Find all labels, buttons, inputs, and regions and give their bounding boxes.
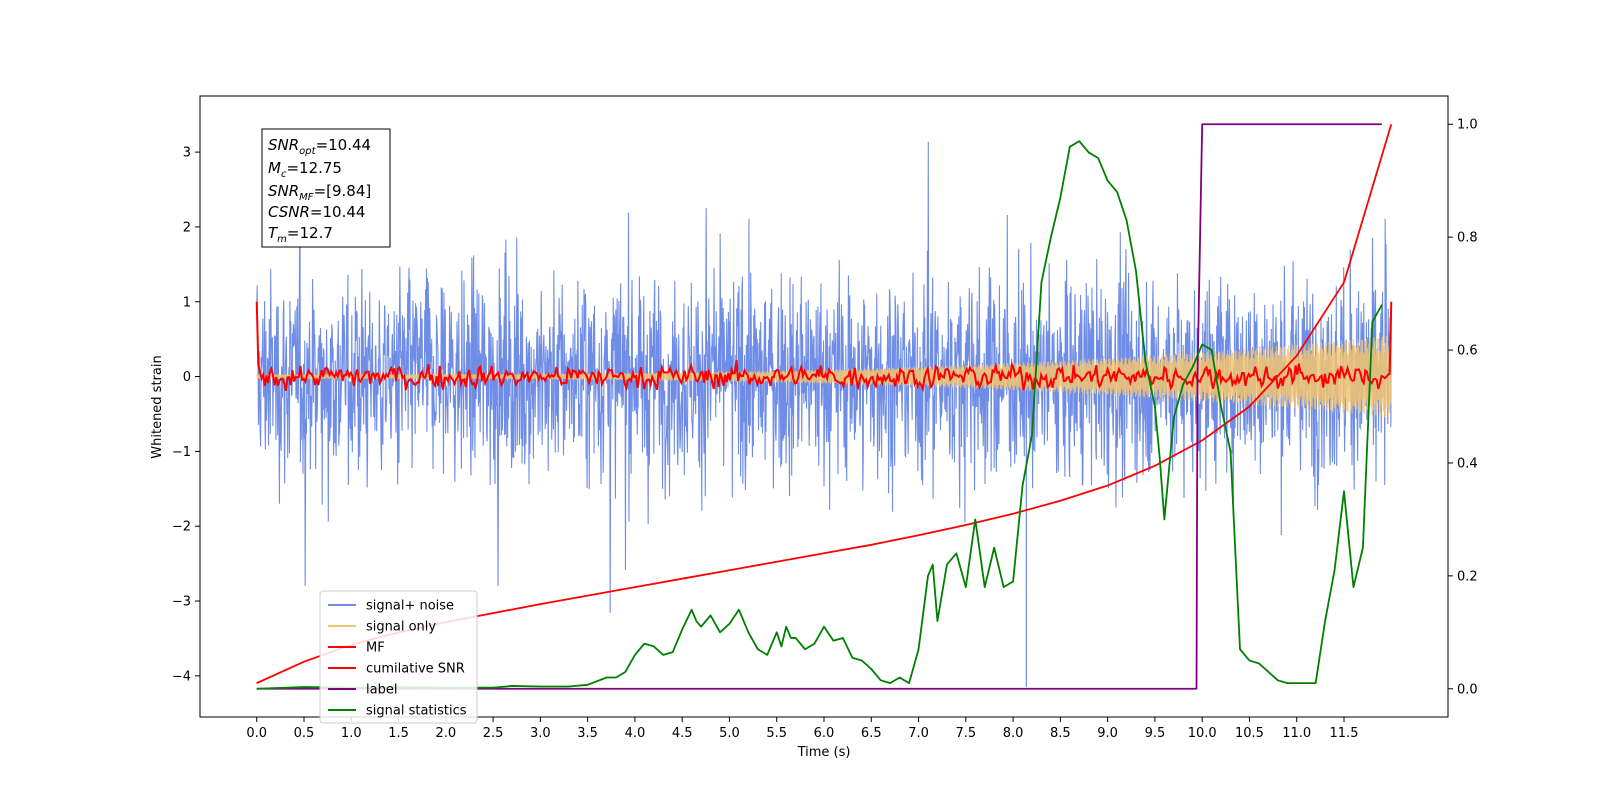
series-signal-statistics <box>256 140 1383 690</box>
x-tick-label: 0.0 <box>246 726 267 741</box>
info-tm: Tm=12.7 <box>268 224 333 245</box>
y-tick-label: 2 <box>183 220 191 235</box>
y2-tick-label: 1.0 <box>1457 118 1478 133</box>
x-tick-label: 5.5 <box>766 726 787 741</box>
legend-frame <box>319 590 478 724</box>
legend-entry: signal+ noise <box>366 599 454 614</box>
y2-tick-label: 0.0 <box>1457 682 1478 697</box>
x-tick-label: 7.5 <box>955 726 976 741</box>
y-tick-label: 1 <box>183 295 191 310</box>
x-tick-label: 6.0 <box>814 726 835 741</box>
y2-tick-label: 0.4 <box>1457 456 1478 471</box>
y-tick-label: 0 <box>183 370 191 385</box>
info-csnr: CSNR=10.44 <box>268 203 365 221</box>
x-tick-label: 4.5 <box>672 726 693 741</box>
x-tick-label: 1.5 <box>388 726 409 741</box>
x-tick-label: 8.0 <box>1003 726 1024 741</box>
info-box-frame <box>261 128 391 248</box>
legend-entry: cumilative SNR <box>366 662 465 677</box>
x-tick-label: 10.0 <box>1188 726 1217 741</box>
y-tick-label: −1 <box>172 445 191 460</box>
y2-tick-label: 0.2 <box>1457 569 1478 584</box>
y-tick-label: 3 <box>183 146 191 161</box>
y-tick-label: −3 <box>172 595 191 610</box>
legend-entry: signal statistics <box>366 704 467 719</box>
legend-entry: signal only <box>366 620 436 635</box>
y-tick-label: −4 <box>172 669 191 684</box>
x-tick-label: 11.5 <box>1330 726 1359 741</box>
x-tick-label: 3.0 <box>530 726 551 741</box>
x-tick-label: 9.0 <box>1097 726 1118 741</box>
legend-entry: label <box>366 683 397 698</box>
info-box: SNRopt=10.44 Mc=12.75 SNRMF=[9.84] CSNR=… <box>261 128 391 248</box>
x-tick-label: 10.5 <box>1235 726 1264 741</box>
x-tick-label: 2.5 <box>483 726 504 741</box>
x-tick-label: 2.0 <box>435 726 456 741</box>
y-tick-label: −2 <box>172 520 191 535</box>
info-mc: Mc=12.75 <box>268 159 342 180</box>
legend: signal+ noise signal only MF cumilative SNR… <box>319 590 478 724</box>
x-axis-label: Time (s) <box>797 745 851 760</box>
y2-tick-label: 0.8 <box>1457 231 1478 246</box>
y-axis-label: Whitened strain <box>150 355 165 458</box>
x-tick-label: 1.0 <box>341 726 362 741</box>
x-tick-label: 5.0 <box>719 726 740 741</box>
series-label <box>256 123 1382 690</box>
x-tick-label: 6.5 <box>861 726 882 741</box>
info-snr-mf: SNRMF=[9.84] <box>268 182 371 203</box>
x-tick-label: 8.5 <box>1050 726 1071 741</box>
y2-tick-label: 0.6 <box>1457 344 1478 359</box>
x-tick-label: 9.5 <box>1145 726 1166 741</box>
x-tick-label: 3.5 <box>577 726 598 741</box>
x-tick-label: 4.0 <box>625 726 646 741</box>
legend-entry: MF <box>366 641 385 656</box>
axes: 0.0 0.5 1.0 1.5 2.0 2.5 3.0 3.5 4.0 4.5 5.0 5.5 6.0 6… <box>172 118 1478 741</box>
x-tick-label: 11.0 <box>1282 726 1311 741</box>
x-tick-label: 7.0 <box>908 726 929 741</box>
series-mf <box>255 301 1393 393</box>
info-snr-opt: SNRopt=10.44 <box>268 136 371 157</box>
x-tick-label: 0.5 <box>294 726 315 741</box>
